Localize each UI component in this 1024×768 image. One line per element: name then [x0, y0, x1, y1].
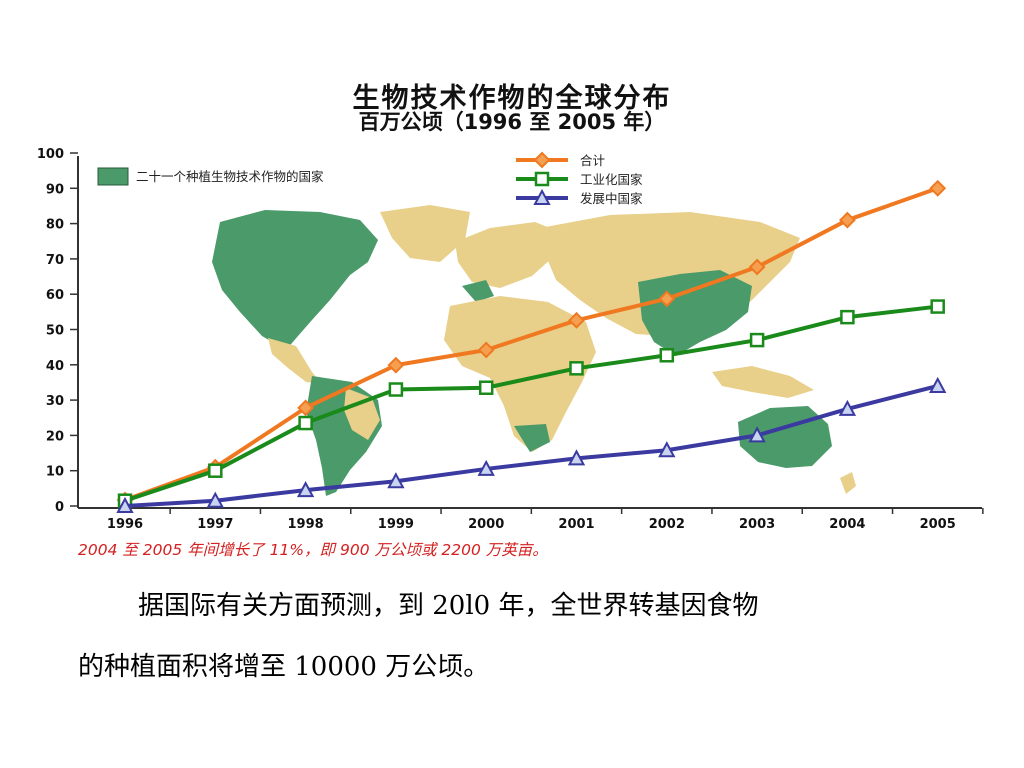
series-2-point	[387, 472, 405, 489]
map-land-greenland	[380, 205, 470, 262]
paragraph-line-1: 据国际有关方面预测，到 20l0 年，全世界转基因食物	[138, 591, 759, 621]
series-0-point	[658, 290, 676, 308]
series-0-point	[297, 399, 315, 417]
legend-label-0: 合计	[580, 153, 605, 168]
chart-note: 2004 至 2005 年间增长了 11%，即 900 万公顷或 2200 万英…	[78, 541, 548, 559]
map-land-africa	[444, 296, 596, 452]
series-1-point	[840, 309, 855, 325]
map-land-se-asia	[712, 366, 814, 398]
series-2-point	[296, 481, 315, 498]
series-2-point	[748, 426, 766, 443]
series-1-point	[659, 348, 675, 363]
series-1-point	[569, 361, 584, 376]
paragraph-line-2: 的种植面积将增至 10000 万公顷。	[78, 652, 490, 682]
y-tick-label: 90	[46, 182, 64, 197]
series-0-point	[477, 341, 495, 359]
y-tick-label: 20	[46, 429, 64, 444]
y-tick-label: 10	[46, 465, 64, 480]
x-tick-label: 1996	[107, 517, 143, 532]
legend-marker-0	[533, 151, 551, 169]
legend-marker-1	[534, 171, 550, 187]
x-tick-label: 2005	[920, 517, 956, 532]
y-tick-label: 40	[46, 359, 64, 374]
series-0-point	[838, 211, 856, 229]
map-legend-swatch	[97, 167, 129, 186]
x-tick-label: 1999	[378, 517, 414, 532]
legend-label-1: 工业化国家	[580, 172, 643, 187]
x-tick-label: 2001	[558, 517, 594, 532]
x-tick-label: 2002	[649, 517, 685, 532]
map-land-europe	[455, 222, 560, 288]
map-land-central-america	[268, 338, 322, 384]
series-2-point	[567, 449, 586, 466]
map-land-north-america	[212, 210, 378, 350]
series-1-point	[478, 380, 494, 395]
series-2-point	[206, 491, 224, 508]
map-legend-label: 二十一个种植生物技术作物的国家	[136, 169, 324, 184]
map-land-europe-green	[462, 280, 494, 302]
y-tick-label: 60	[46, 288, 64, 303]
map-legend: 二十一个种植生物技术作物的国家	[97, 167, 324, 186]
series-line-0	[124, 186, 939, 502]
series-0-point	[748, 258, 766, 276]
x-tick-label: 1997	[197, 517, 233, 532]
world-map-background	[212, 205, 856, 496]
x-tick-label: 1998	[288, 517, 324, 532]
series-0-point	[387, 356, 405, 374]
y-tick-label: 50	[46, 324, 64, 339]
x-tick-label: 2004	[829, 517, 865, 532]
map-land-south-africa	[514, 424, 550, 452]
series-2-point	[658, 441, 676, 458]
map-land-new-zealand	[840, 472, 856, 494]
y-tick-label: 30	[46, 394, 64, 409]
series-2-point	[838, 399, 857, 416]
series-1-point	[208, 463, 223, 478]
y-tick-label: 70	[46, 253, 64, 268]
series-1-point	[388, 382, 404, 397]
y-tick-label: 0	[55, 500, 64, 515]
series-1-point	[930, 299, 945, 314]
chart-subtitle: 百万公顷（1996 至 2005 年）	[358, 110, 666, 134]
series-line-1	[124, 304, 938, 503]
series-line-2	[124, 384, 939, 508]
series-1-point	[298, 415, 313, 431]
x-tick-label: 2003	[739, 517, 775, 532]
legend-marker-2	[533, 188, 551, 205]
map-land-south-america-east	[344, 388, 380, 440]
x-tick-label: 2000	[468, 517, 504, 532]
series-1-point	[749, 332, 765, 348]
series-0-point	[929, 179, 947, 197]
series-2-point	[929, 376, 947, 393]
chart-plot: 0 10 20 30 40 50 60 70 80 90 100 1996 1997 1998 1999 2…	[37, 147, 984, 532]
chart-title: 生物技术作物的全球分布	[352, 83, 672, 114]
series-2-point	[477, 459, 495, 476]
y-tick-label: 80	[46, 218, 64, 233]
legend-label-2: 发展中国家	[580, 191, 643, 206]
series-0-point	[568, 311, 585, 329]
series-2-point	[116, 496, 134, 513]
map-land-south-america	[306, 376, 382, 496]
y-tick-label: 100	[37, 147, 64, 162]
